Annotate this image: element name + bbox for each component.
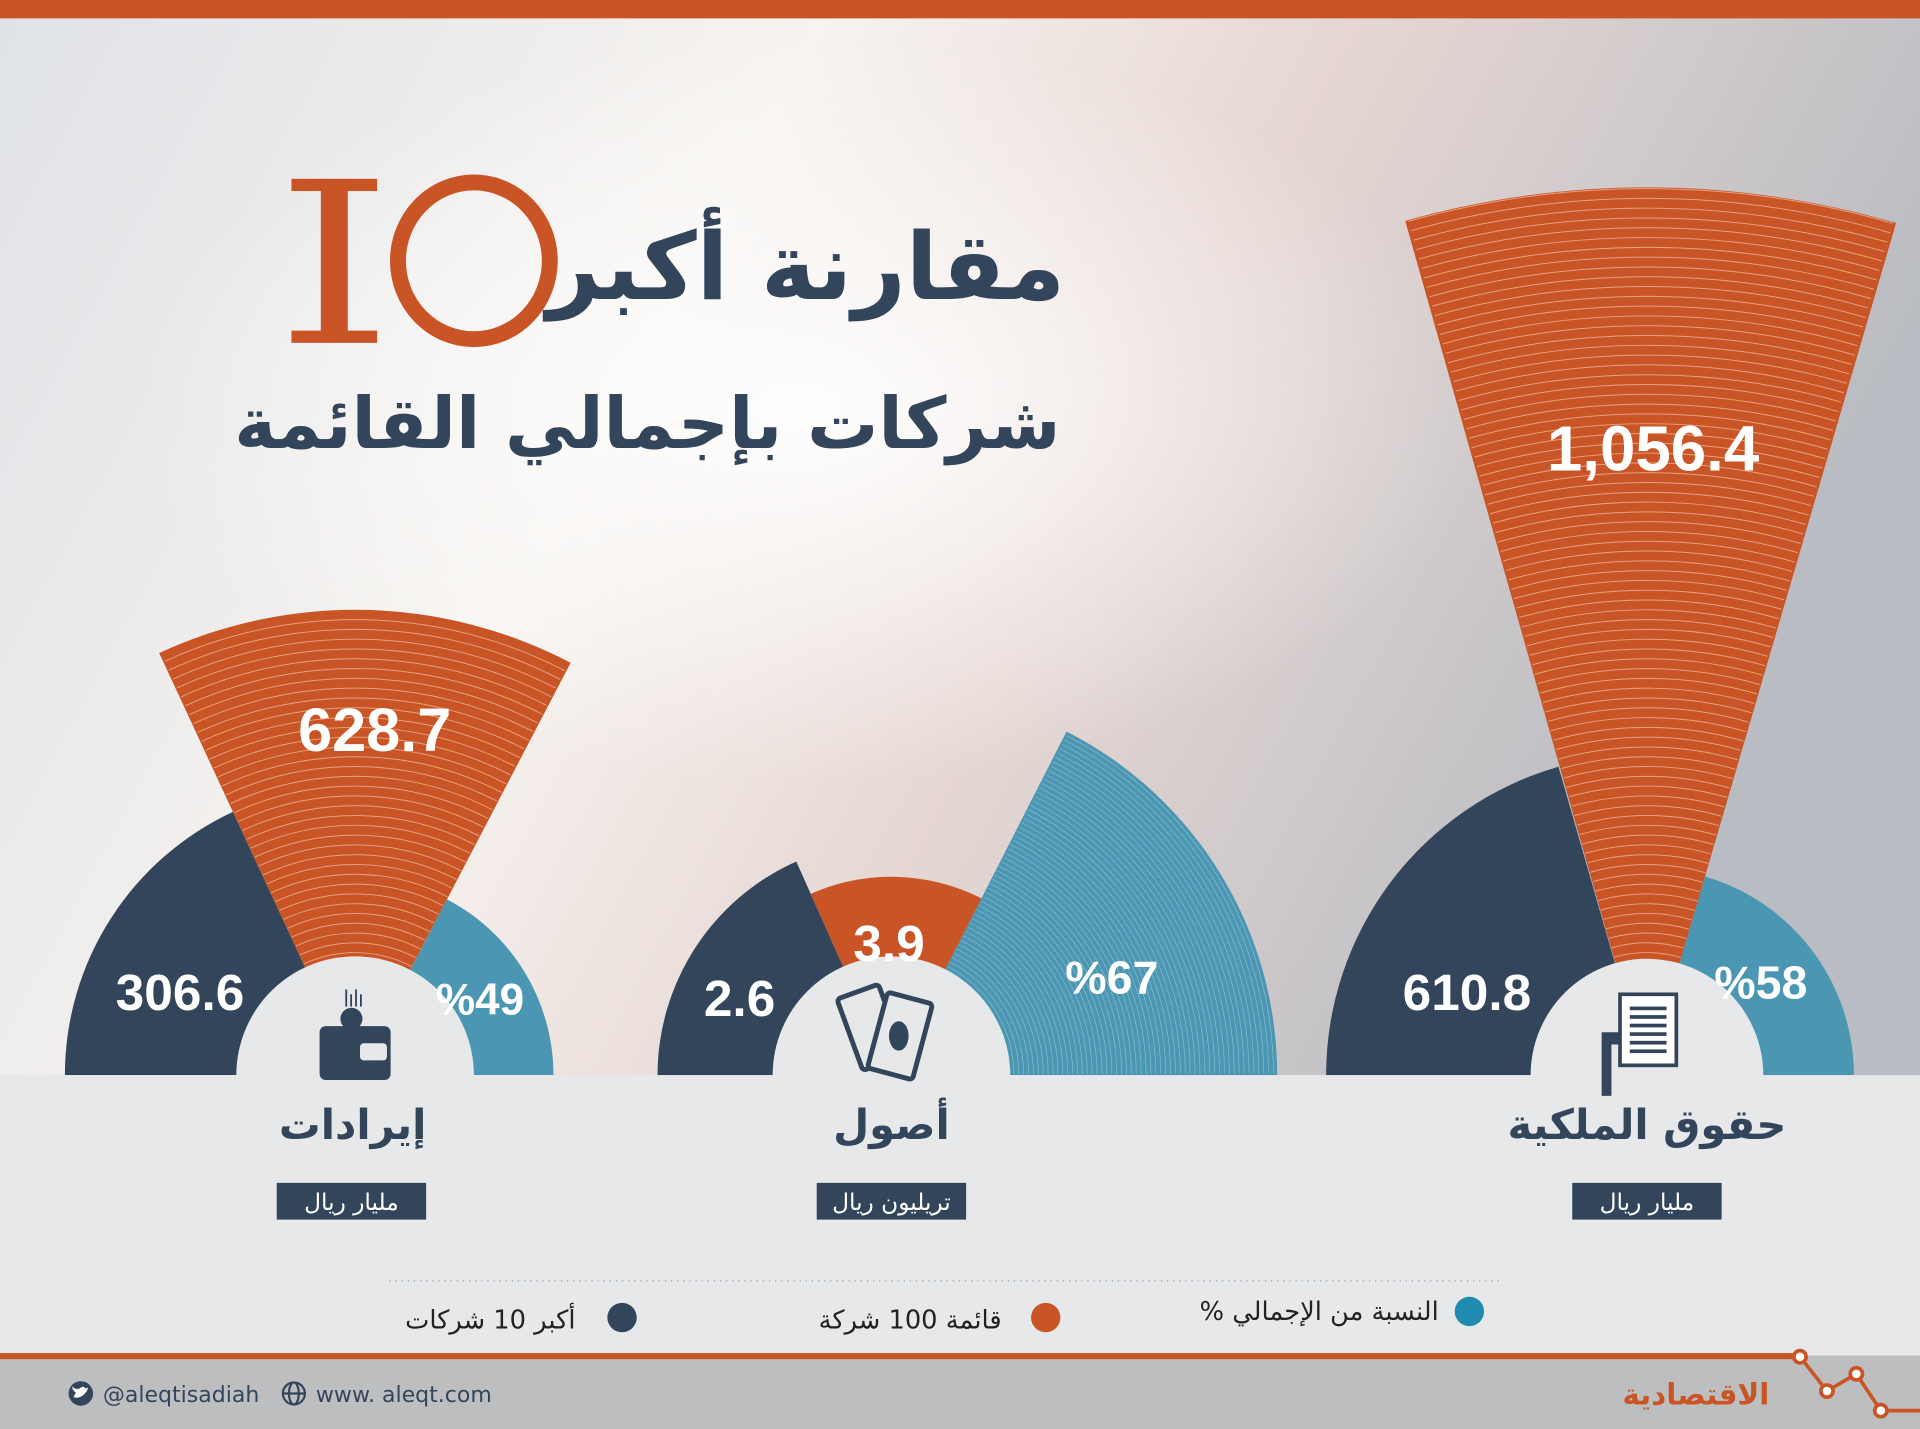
legend-label-percent: % النسبة من الإجمالي	[1200, 1297, 1439, 1327]
document-hand-icon	[1601, 992, 1679, 1096]
title-line1: مقارنة أكبر	[543, 206, 1066, 322]
charts: 610.8 1,056.4 %58 2.6 3.9 %67 306.6 628.7 %49	[64, 187, 1897, 1194]
twitter-handle: @aleqtisadiah	[103, 1383, 260, 1408]
chart-title: أصول	[833, 1097, 950, 1150]
globe-icon	[281, 1381, 306, 1406]
website-link[interactable]: www. aleqt.com	[281, 1381, 492, 1408]
chart-title: حقوق الملكية	[1507, 1100, 1786, 1150]
value-label-top10: 306.6	[116, 963, 245, 1021]
legend-swatch-top100	[1031, 1302, 1061, 1333]
banknotes-icon	[835, 982, 935, 1082]
value-label-top10: 2.6	[704, 969, 775, 1027]
legend-swatch-percent	[1454, 1296, 1485, 1327]
chart-labels: حقوق الملكية مليار ريال أصول تريليون ريال إي…	[276, 1097, 1786, 1220]
chart-title: إيرادات	[279, 1100, 427, 1150]
bar-top100	[159, 609, 571, 1076]
bar-percent	[891, 731, 1278, 1076]
chart-icons	[319, 982, 1679, 1096]
logo-text: الاقتصادية	[1622, 1378, 1769, 1412]
value-label-top100: 3.9	[853, 914, 924, 972]
unit-badge	[1572, 1182, 1722, 1220]
wallet-icon	[319, 989, 391, 1081]
value-label-top100: 1,056.4	[1547, 413, 1760, 484]
unit-badge	[816, 1182, 967, 1220]
footer-accent-line	[0, 1353, 1800, 1360]
footer	[0, 1355, 1920, 1429]
unit-badge	[276, 1182, 427, 1220]
bar-top100-texture	[164, 619, 565, 967]
legend-label-top10: أكبر 10 شركات	[405, 1302, 575, 1336]
unit-label: مليار ريال	[304, 1189, 399, 1216]
title-number	[291, 174, 558, 348]
value-label-top10: 610.8	[1403, 963, 1532, 1021]
title-line2: شركات بإجمالي القائمة	[234, 382, 1060, 466]
bar-top100	[1405, 187, 1897, 1076]
top-accent-bar	[0, 0, 1920, 19]
value-label-percent: %67	[1065, 951, 1158, 1003]
value-label-percent: %58	[1714, 956, 1807, 1008]
legend-label-top100: قائمة 100 شركة	[819, 1306, 1002, 1336]
legend: % النسبة من الإجمالي قائمة 100 شركة أكبر…	[405, 1296, 1485, 1336]
twitter-link[interactable]: @aleqtisadiah	[68, 1381, 260, 1408]
value-label-top100: 628.7	[298, 696, 451, 764]
bar-percent-texture	[947, 735, 1274, 1075]
legend-swatch-top10	[607, 1302, 637, 1333]
logo-graph-points	[1792, 1348, 1889, 1419]
website-url: www. aleqt.com	[316, 1383, 492, 1408]
unit-label: تريليون ريال	[832, 1189, 951, 1216]
bar-top100-texture	[1408, 188, 1893, 958]
unit-label: مليار ريال	[1600, 1189, 1695, 1216]
value-label-percent: %49	[436, 976, 524, 1025]
